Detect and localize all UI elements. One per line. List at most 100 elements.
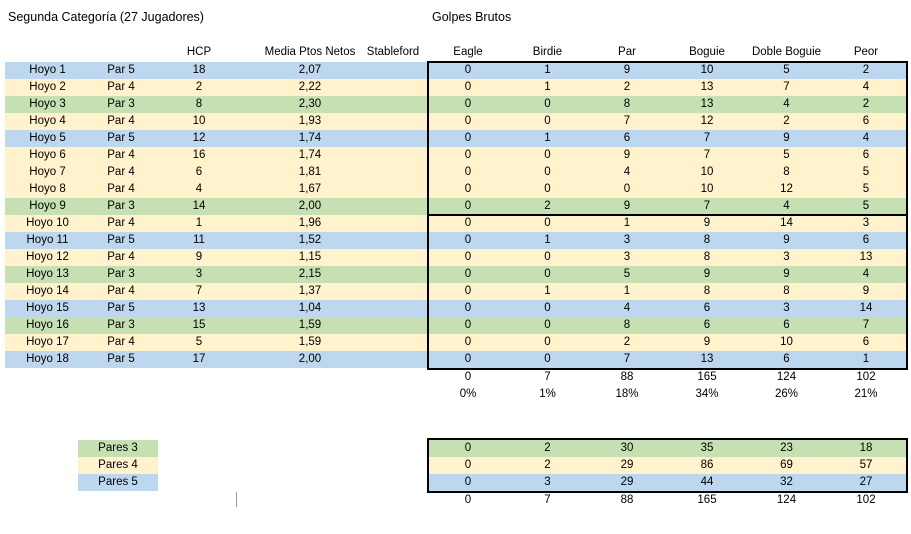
cell-birdie[interactable]: 0 (544, 183, 551, 195)
cell-doble-boguie[interactable]: 3 (783, 302, 790, 314)
cell-par[interactable]: Par 5 (107, 353, 135, 365)
cell-media-ptos[interactable]: 1,74 (298, 132, 322, 144)
cell-boguie[interactable]: 9 (703, 336, 711, 348)
cell-media-ptos[interactable]: 1,81 (298, 166, 322, 178)
cell-peor[interactable]: 3 (862, 217, 870, 229)
cell-peor[interactable]: 5 (862, 183, 870, 195)
cell-media-ptos[interactable]: 2,00 (298, 353, 322, 365)
cell-par-count[interactable]: 1 (623, 217, 631, 229)
cell-doble-boguie[interactable]: 3 (783, 251, 790, 263)
cell-peor[interactable]: 1 (862, 353, 870, 365)
cell-peor[interactable]: 6 (862, 115, 870, 127)
cell-eagle[interactable]: 0 (464, 285, 472, 297)
cell-hole-name[interactable]: Hoyo 2 (29, 81, 66, 93)
cell-peor[interactable]: 6 (862, 234, 870, 246)
col-header-doble-boguie[interactable]: Doble Boguie (751, 46, 822, 58)
cell-stableford[interactable] (358, 232, 428, 249)
cell-par-count[interactable]: 9 (623, 200, 631, 212)
cell-hole-name[interactable]: Hoyo 7 (29, 166, 66, 178)
cell-hcp[interactable]: 3 (195, 268, 203, 280)
cell-hole-name[interactable]: Hoyo 4 (29, 115, 66, 127)
summary-birdie[interactable]: 2 (544, 442, 551, 454)
cell-boguie[interactable]: 10 (700, 166, 714, 178)
cell-media-ptos[interactable]: 1,04 (298, 302, 322, 314)
cell-par-count[interactable]: 2 (623, 336, 631, 348)
cell-par-count[interactable]: 7 (623, 353, 631, 365)
summary-doble-boguie[interactable]: 23 (780, 442, 793, 454)
cell-media-ptos[interactable]: 1,93 (298, 115, 322, 127)
cell-par[interactable]: Par 4 (107, 336, 135, 348)
cell-media-ptos[interactable]: 2,15 (298, 268, 322, 280)
cell-peor[interactable]: 6 (862, 149, 870, 161)
cell-media-ptos[interactable]: 2,07 (298, 64, 322, 76)
cell-eagle[interactable]: 0 (464, 336, 472, 348)
cell-eagle[interactable]: 0 (464, 149, 472, 161)
cell-doble-boguie[interactable]: 7 (783, 81, 790, 93)
cell-par-count[interactable]: 0 (623, 183, 631, 195)
cell-eagle[interactable]: 0 (464, 234, 472, 246)
cell-par[interactable]: Par 4 (107, 149, 135, 161)
total-birdie[interactable]: 7 (544, 371, 551, 383)
cell-peor[interactable]: 7 (862, 319, 870, 331)
cell-media-ptos[interactable]: 1,96 (298, 217, 322, 229)
cell-doble-boguie[interactable]: 9 (783, 132, 790, 144)
legend-item[interactable]: Pares 3 (78, 440, 158, 457)
cell-par[interactable]: Par 5 (107, 302, 135, 314)
cell-stableford[interactable] (358, 283, 428, 300)
cell-par[interactable]: Par 4 (107, 217, 135, 229)
summary-par[interactable]: 29 (620, 459, 634, 471)
cell-boguie[interactable]: 10 (700, 64, 714, 76)
cell-hcp[interactable]: 15 (192, 319, 206, 331)
cell-hole-name[interactable]: Hoyo 3 (29, 98, 66, 110)
cell-boguie[interactable]: 7 (703, 200, 711, 212)
cell-doble-boguie[interactable]: 8 (783, 166, 790, 178)
cell-par[interactable]: Par 4 (107, 183, 135, 195)
cell-birdie[interactable]: 0 (544, 217, 551, 229)
cell-hcp[interactable]: 8 (195, 98, 203, 110)
cell-boguie[interactable]: 7 (703, 132, 711, 144)
cell-hole-name[interactable]: Hoyo 10 (26, 217, 69, 229)
col-header-stableford[interactable]: Stableford (366, 46, 420, 58)
col-header-par[interactable]: Par (618, 46, 636, 58)
cell-hcp[interactable]: 5 (195, 336, 203, 348)
cell-doble-boguie[interactable]: 12 (780, 183, 793, 195)
summary-par[interactable]: 30 (620, 442, 634, 454)
cell-hole-name[interactable]: Hoyo 16 (26, 319, 69, 331)
cell-eagle[interactable]: 0 (464, 353, 472, 365)
percent-eagle[interactable]: 0% (459, 388, 477, 400)
cell-eagle[interactable]: 0 (464, 217, 472, 229)
cell-doble-boguie[interactable]: 14 (780, 217, 793, 229)
cell-par-count[interactable]: 2 (623, 81, 631, 93)
cell-doble-boguie[interactable]: 9 (783, 268, 790, 280)
summary-total-peor[interactable]: 102 (856, 494, 876, 506)
summary-eagle[interactable]: 0 (464, 459, 472, 471)
cell-hole-name[interactable]: Hoyo 12 (26, 251, 69, 263)
cell-hole-name[interactable]: Hoyo 13 (26, 268, 69, 280)
cell-peor[interactable]: 5 (862, 200, 870, 212)
cell-hcp[interactable]: 18 (192, 64, 206, 76)
cell-par-count[interactable]: 4 (623, 166, 631, 178)
cell-birdie[interactable]: 0 (544, 302, 551, 314)
cell-par-count[interactable]: 9 (623, 149, 631, 161)
cell-hcp[interactable]: 12 (192, 132, 206, 144)
cell-par-count[interactable]: 3 (623, 234, 631, 246)
cell-peor[interactable]: 6 (862, 336, 870, 348)
cell-stableford[interactable] (358, 334, 428, 351)
cell-doble-boguie[interactable]: 4 (783, 200, 790, 212)
summary-birdie[interactable]: 2 (544, 459, 551, 471)
cell-hole-name[interactable]: Hoyo 1 (29, 64, 66, 76)
cell-par[interactable]: Par 5 (107, 64, 135, 76)
cell-media-ptos[interactable]: 1,74 (298, 149, 322, 161)
cell-par-count[interactable]: 7 (623, 115, 631, 127)
cell-boguie[interactable]: 6 (703, 302, 711, 314)
cell-stableford[interactable] (358, 130, 428, 147)
cell-par[interactable]: Par 4 (107, 166, 135, 178)
cell-birdie[interactable]: 0 (544, 319, 551, 331)
percent-boguie[interactable]: 34% (695, 388, 719, 400)
cell-birdie[interactable]: 0 (544, 115, 551, 127)
cell-boguie[interactable]: 13 (700, 353, 714, 365)
total-peor[interactable]: 102 (856, 371, 876, 383)
cell-boguie[interactable]: 13 (700, 98, 714, 110)
summary-doble-boguie[interactable]: 32 (780, 476, 793, 488)
cell-birdie[interactable]: 0 (544, 98, 551, 110)
